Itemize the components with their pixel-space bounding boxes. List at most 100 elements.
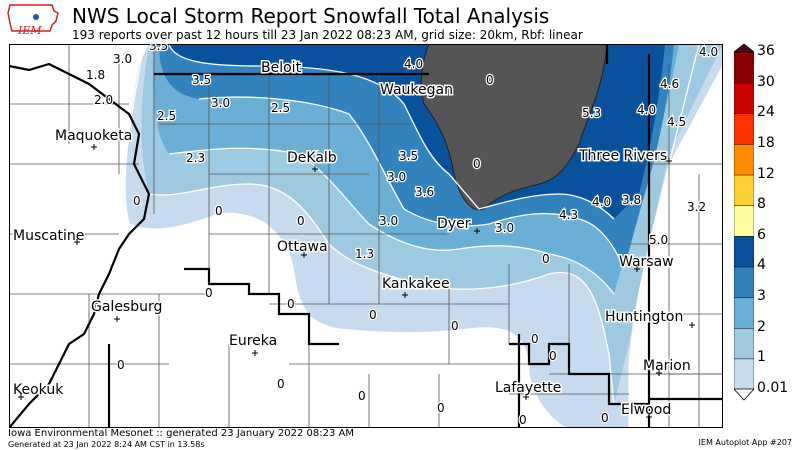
report-value: 0	[531, 332, 539, 346]
report-value: 5.0	[649, 233, 668, 247]
footer-credit: Iowa Environmental Mesonet :: generated …	[8, 428, 355, 439]
report-value: 3.0	[113, 52, 132, 66]
colorbar-tick-label: 0.01	[757, 380, 789, 396]
report-value: 0	[277, 377, 285, 391]
footer-generated: Generated at 23 Jan 2022 8:24 AM CST in …	[8, 440, 205, 449]
colorbar-segment	[734, 51, 754, 84]
report-value: 0	[451, 319, 459, 333]
report-values: 3.0 3.5 1.8 3.5 2.0 3.0 2.5 2.5 2.3 4.0 …	[85, 44, 720, 428]
city-label: Huntington	[605, 309, 683, 325]
report-value: 3.2	[687, 200, 706, 214]
colorbar-tick-label: 2	[757, 318, 766, 335]
report-value: 4.0	[592, 195, 611, 209]
report-value: 0	[358, 389, 366, 403]
colorbar-segment	[734, 327, 754, 360]
city-labels: Beloit Waukegan Maquoketa DeKalb Three R…	[12, 59, 693, 420]
city-label: Eureka	[229, 333, 277, 349]
colorbar-tick-label: 3	[757, 288, 766, 305]
report-value: 4.5	[667, 115, 686, 129]
city-label: Marion	[643, 358, 691, 374]
colorbar-segment	[734, 358, 754, 390]
report-value: 0	[519, 413, 527, 427]
report-value: 5.3	[582, 106, 601, 120]
city-label: Waukegan	[380, 82, 453, 98]
report-value: 3.8	[622, 193, 641, 207]
colorbar-tick-label: 1	[757, 349, 766, 366]
report-value: 0	[601, 411, 609, 425]
city-label: Dyer	[437, 216, 471, 232]
colorbar-segment	[734, 82, 754, 115]
report-value: 4.6	[660, 77, 679, 91]
report-value: 1.3	[355, 247, 374, 261]
city-label: Galesburg	[91, 299, 162, 315]
report-value: 2.0	[94, 93, 113, 107]
city-label: Maquoketa	[55, 128, 132, 144]
colorbar-tick-label: 30	[757, 73, 775, 90]
report-value: 2.3	[186, 151, 205, 165]
report-value: 0	[215, 204, 223, 218]
logo-text: IEM	[17, 24, 42, 37]
city-label: Beloit	[261, 60, 302, 76]
snowfall-map: Beloit Waukegan Maquoketa DeKalb Three R…	[9, 44, 723, 428]
report-value: 3.5	[149, 44, 168, 53]
colorbar-tick-label: 6	[757, 226, 766, 243]
city-label: Ottawa	[277, 239, 328, 255]
report-value: 0	[473, 157, 481, 171]
colorbar-tick-label: 12	[757, 165, 775, 182]
colorbar-tick-label: 18	[757, 134, 775, 151]
colorbar	[734, 44, 754, 401]
report-value: 4.0	[699, 45, 718, 59]
city-markers	[18, 144, 695, 420]
page-subtitle: 193 reports over past 12 hours till 23 J…	[72, 28, 583, 42]
report-value: 0	[287, 297, 295, 311]
report-value: 4.0	[404, 57, 423, 71]
city-label: Elwood	[621, 402, 671, 418]
state-borders	[9, 44, 723, 428]
county-borders	[9, 44, 723, 428]
report-value: 3.5	[399, 149, 418, 163]
colorbar-tick-label: 8	[757, 196, 766, 213]
report-value: 2.5	[157, 109, 176, 123]
report-value: 3.0	[387, 170, 406, 184]
colorbar-tick-label: 36	[757, 43, 775, 59]
report-value: 0	[205, 286, 213, 300]
report-value: 2.5	[271, 101, 290, 115]
colorbar-tick-label: 4	[757, 257, 766, 274]
report-value: 0	[542, 252, 550, 266]
colorbar-segment	[734, 296, 754, 329]
iem-logo: IEM	[7, 4, 59, 37]
page-title: NWS Local Storm Report Snowfall Total An…	[72, 4, 550, 28]
colorbar-segment	[734, 174, 754, 206]
colorbar-segment	[734, 235, 754, 268]
city-label: Muscatine	[13, 228, 84, 244]
report-value: 0	[369, 308, 377, 322]
report-value: 0	[133, 194, 141, 208]
city-label: Lafayette	[495, 380, 561, 396]
colorbar-segment	[734, 204, 754, 237]
report-value: 3.0	[211, 96, 230, 110]
colorbar-segment	[734, 113, 754, 145]
report-value: 3.6	[415, 185, 434, 199]
report-value: 0	[437, 401, 445, 415]
colorbar-top-arrow	[734, 44, 754, 53]
city-label: Keokuk	[13, 382, 64, 398]
report-value: 0	[117, 358, 125, 372]
report-value: 3.0	[495, 221, 514, 235]
report-value: 1.8	[86, 68, 105, 82]
city-label: Kankakee	[382, 276, 450, 292]
report-value: 3.5	[192, 73, 211, 87]
colorbar-segment	[734, 266, 754, 298]
footer-app: IEM Autoplot App #207	[698, 438, 792, 447]
city-label: Warsaw	[619, 254, 674, 270]
colorbar-segment	[734, 143, 754, 176]
report-value: 0	[297, 214, 305, 228]
colorbar-tick-label: 24	[757, 104, 775, 121]
colorbar-bottom-arrow	[734, 388, 754, 401]
report-value: 4.0	[637, 103, 656, 117]
city-label: DeKalb	[287, 150, 337, 166]
report-value: 3.0	[379, 214, 398, 228]
map-frame	[9, 44, 723, 428]
report-value: 4.3	[559, 208, 578, 222]
report-value: 0	[549, 349, 557, 363]
city-label: Three Rivers	[578, 148, 667, 164]
